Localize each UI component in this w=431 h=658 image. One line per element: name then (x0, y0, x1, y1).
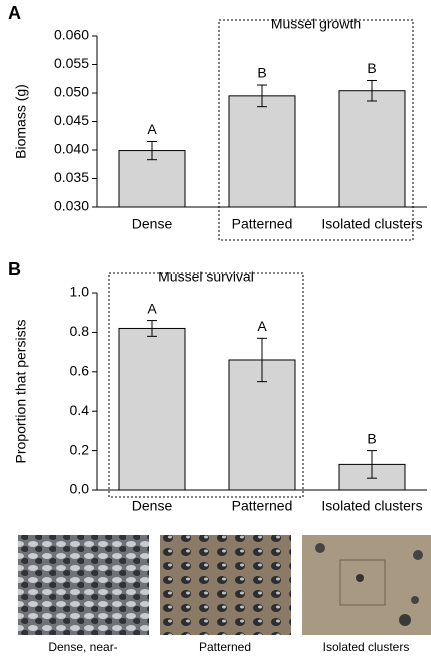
y-tick-label: 0.2 (70, 441, 90, 457)
y-tick-label: 1.0 (70, 284, 90, 300)
y-tick-label: 0.8 (70, 323, 90, 339)
error-bar (367, 450, 377, 479)
error-bar (147, 320, 157, 337)
group-box (108, 272, 304, 498)
photo-isolated (302, 535, 431, 635)
y-axis-title: Biomass (g) (13, 84, 29, 159)
photo-caption: Dense, near- (48, 640, 117, 654)
y-tick-label: 0.035 (54, 169, 89, 185)
significance-letter: A (147, 121, 157, 137)
group-box-label: Mussel growth (271, 16, 361, 32)
y-tick-label: 0.045 (54, 112, 89, 128)
photo-patterned (160, 535, 291, 635)
significance-letter: A (147, 300, 157, 316)
bar (228, 95, 296, 208)
significance-letter: B (257, 65, 266, 81)
x-tick-label: Isolated clusters (321, 498, 422, 514)
x-tick-label: Dense (132, 216, 173, 232)
photo-caption: Patterned (199, 640, 251, 654)
x-tick-label: Patterned (232, 216, 293, 232)
photo-caption: Isolated clusters (323, 640, 410, 654)
x-tick-label: Isolated clusters (321, 216, 422, 232)
error-bar (257, 84, 267, 108)
bar (118, 327, 186, 491)
x-tick-label: Dense (132, 498, 173, 514)
y-axis-title: Proportion that persists (13, 320, 29, 464)
y-tick-label: 0.060 (54, 27, 89, 43)
significance-letter: A (257, 318, 267, 334)
y-tick-label: 0.0 (70, 481, 90, 497)
group-box (218, 19, 414, 241)
y-tick-label: 0.040 (54, 141, 89, 157)
group-box-label: Mussel survival (158, 269, 254, 285)
x-tick-label: Patterned (232, 498, 293, 514)
y-tick-label: 0.4 (70, 402, 90, 418)
photo-dense (18, 535, 149, 635)
y-tick-label: 0.030 (54, 198, 89, 214)
significance-letter: B (367, 430, 376, 446)
panel-label: B (8, 259, 21, 279)
significance-letter: B (367, 60, 376, 76)
error-bar (257, 337, 267, 383)
error-bar (147, 140, 157, 161)
error-bar (367, 79, 377, 102)
y-tick-label: 0.055 (54, 55, 89, 71)
bar (338, 90, 406, 208)
y-tick-label: 0.6 (70, 363, 90, 379)
panel-label: A (8, 3, 21, 23)
y-tick-label: 0.050 (54, 84, 89, 100)
